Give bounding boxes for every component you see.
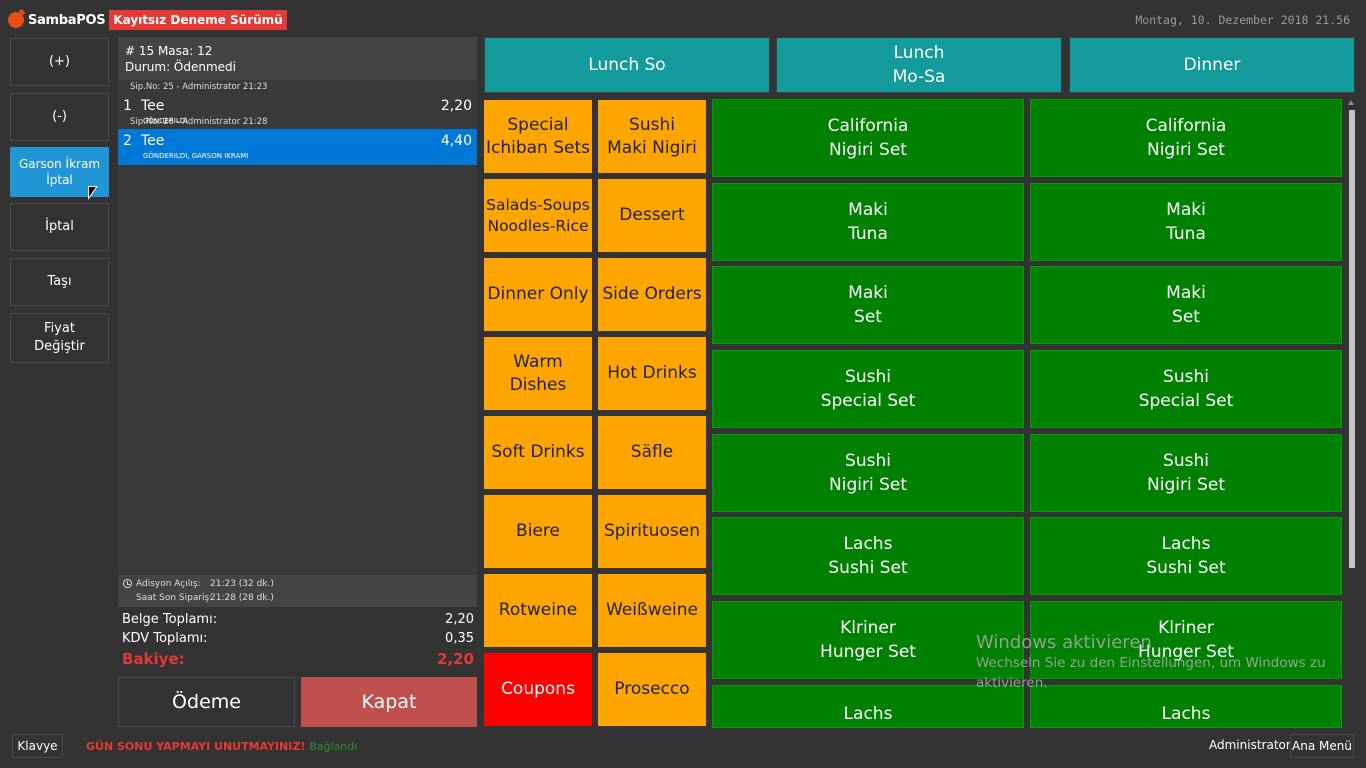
category-biere[interactable]: Biere [484, 495, 592, 568]
balance-label: Bakiye: [122, 650, 185, 668]
category-side-orders[interactable]: Side Orders [598, 258, 706, 331]
product-button[interactable]: Sushi Nigiri Set [712, 434, 1024, 512]
product-button[interactable]: California Nigiri Set [1030, 99, 1342, 177]
connection-status: Bağlandı [309, 740, 358, 753]
product-button[interactable]: Klriner Hunger Set [1030, 601, 1342, 679]
category-weissweine[interactable]: Weißweine [598, 574, 706, 647]
trial-badge: Kayıtsız Deneme Sürümü [109, 10, 287, 30]
order-qty: 2 [123, 133, 132, 149]
product-button[interactable]: Lachs Sushi Set [1030, 517, 1342, 595]
last-order-value: 21:28 (28 dk.) [210, 593, 274, 603]
scroll-up-arrow-icon[interactable] [1348, 100, 1354, 105]
product-button[interactable]: Klriner Hunger Set [712, 601, 1024, 679]
opened-label: Adisyon Açılış: [136, 579, 201, 589]
category-rotweine[interactable]: Rotweine [484, 574, 592, 647]
main-menu-button[interactable]: Ana Menü [1290, 734, 1354, 758]
category-soft-drinks[interactable]: Soft Drinks [484, 416, 592, 489]
end-of-day-warning: GÜN SONU YAPMAYI UNUTMAYINIZ! Bağlandı [86, 740, 357, 753]
product-button[interactable]: Maki Tuna [712, 183, 1024, 261]
cancel-gift-button[interactable]: Garson İkram İptal [10, 147, 109, 197]
product-scrollbar[interactable] [1349, 110, 1355, 568]
current-user: Administrator [1209, 738, 1291, 752]
product-button[interactable]: Maki Set [712, 266, 1024, 344]
warning-text: GÜN SONU YAPMAYI UNUTMAYINIZ! [86, 740, 306, 753]
category-coupons[interactable]: Coupons [484, 653, 592, 726]
order-list: Sip.No: 25 - Administrator 21:23 1 Tee 2… [118, 80, 477, 575]
category-sushi-maki-nigiri[interactable]: Sushi Maki Nigiri [598, 100, 706, 173]
logo-text: SambaPOS [28, 12, 106, 28]
category-safle[interactable]: Säfle [598, 416, 706, 489]
ticket-times: Adisyon Açılış: 21:23 (32 dk.) Saat Son … [118, 575, 477, 607]
product-button[interactable]: Sushi Nigiri Set [1030, 434, 1342, 512]
ticket-status: Durum: Ödenmedi [125, 60, 237, 74]
category-spirituosen[interactable]: Spirituosen [598, 495, 706, 568]
opened-value: 21:23 (32 dk.) [210, 579, 274, 589]
order-meta: Sip.No: 26 - Administrator 21:28 [130, 117, 268, 127]
category-warm-dishes[interactable]: Warm Dishes [484, 337, 592, 410]
vat-total-value: 0,35 [445, 631, 474, 646]
vat-total: KDV Toplamı: 0,35 [118, 631, 477, 650]
keyboard-button[interactable]: Klavye [12, 734, 63, 758]
order-row-selected[interactable]: 2 Tee 4,40 GÖNDERILDI, GARSON IKRAMI [118, 129, 477, 165]
document-total-value: 2,20 [445, 612, 474, 627]
product-button[interactable]: Maki Set [1030, 266, 1342, 344]
tab-dinner[interactable]: Dinner [1069, 37, 1355, 93]
category-dinner-only[interactable]: Dinner Only [484, 258, 592, 331]
order-meta: Sip.No: 25 - Administrator 21:23 [130, 82, 268, 92]
category-prosecco[interactable]: Prosecco [598, 653, 706, 726]
close-ticket-button[interactable]: Kapat [301, 677, 477, 727]
balance: Bakiye: 2,20 [118, 650, 477, 672]
product-button[interactable]: Lachs Sushi Set [712, 517, 1024, 595]
order-name: Tee [141, 98, 165, 114]
vat-total-label: KDV Toplamı: [122, 631, 208, 646]
product-button[interactable]: Sushi Special Set [1030, 350, 1342, 428]
move-button[interactable]: Taşı [10, 258, 109, 306]
product-button[interactable]: Lachs [712, 685, 1024, 728]
app-logo: SambaPOS Kayıtsız Deneme Sürümü [8, 10, 287, 30]
product-button[interactable]: California Nigiri Set [712, 99, 1024, 177]
datetime: Montag, 10. Dezember 2018 21.56 [1135, 13, 1350, 27]
product-button[interactable]: Maki Tuna [1030, 183, 1342, 261]
product-button[interactable]: Sushi Special Set [712, 350, 1024, 428]
ticket-totals: Belge Toplamı: 2,20 KDV Toplamı: 0,35 Ba… [118, 612, 477, 672]
category-salads-soups[interactable]: Salads-Soups Noodles-Rice [484, 179, 592, 252]
category-dessert[interactable]: Dessert [598, 179, 706, 252]
order-price: 4,40 [440, 133, 472, 149]
cancel-button[interactable]: İptal [10, 203, 109, 251]
order-name: Tee [141, 133, 165, 149]
order-row[interactable]: 1 Tee 2,20 GÖNDERILDI [118, 94, 477, 128]
ticket-number: # 15 Masa: 12 [125, 44, 213, 58]
document-total-label: Belge Toplamı: [122, 612, 218, 627]
decrease-quantity-button[interactable]: (-) [10, 93, 109, 141]
tab-lunch-mo-sa[interactable]: Lunch Mo-Sa [776, 37, 1062, 93]
ticket-header: # 15 Masa: 12 Durum: Ödenmedi [118, 37, 477, 80]
clock-icon [123, 579, 132, 588]
order-state: GÖNDERILDI, GARSON IKRAMI [143, 152, 249, 160]
tomato-logo-icon [8, 12, 24, 28]
order-qty: 1 [123, 98, 132, 114]
category-hot-drinks[interactable]: Hot Drinks [598, 337, 706, 410]
mouse-cursor-icon [88, 186, 98, 200]
document-total: Belge Toplamı: 2,20 [118, 612, 477, 631]
balance-value: 2,20 [436, 650, 474, 668]
tab-lunch-so[interactable]: Lunch So [484, 37, 770, 93]
last-order-label: Saat Son Sipariş: [136, 593, 213, 603]
payment-button[interactable]: Ödeme [118, 677, 295, 727]
category-special-ichiban-sets[interactable]: Special Ichiban Sets [484, 100, 592, 173]
increase-quantity-button[interactable]: (+) [10, 38, 109, 86]
change-price-button[interactable]: Fiyat Değiştir [10, 313, 109, 363]
order-price: 2,20 [440, 98, 472, 114]
order-state: GÖNDERILDI [143, 117, 188, 125]
product-button[interactable]: Lachs [1030, 685, 1342, 728]
